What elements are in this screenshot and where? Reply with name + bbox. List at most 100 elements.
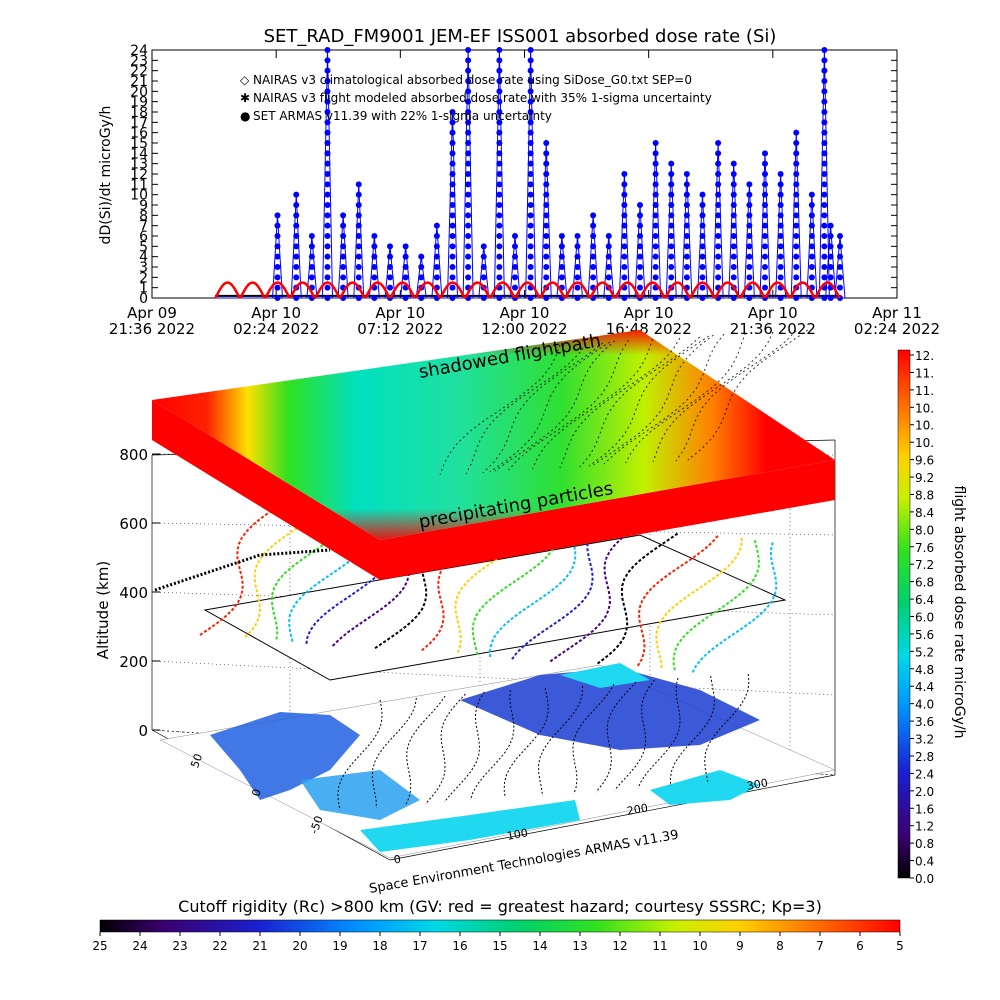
layer-track xyxy=(508,339,629,471)
dose-colorbar-tick-label: 3.2 xyxy=(915,733,934,747)
world-map xyxy=(159,663,836,859)
z-tick-label: 800 xyxy=(119,446,148,464)
armas-point xyxy=(590,264,597,270)
series-climatological-hump xyxy=(639,281,666,299)
armas-point xyxy=(527,150,534,157)
rigidity-colorbar-tick-label: 20 xyxy=(292,939,307,953)
armas-point xyxy=(621,274,628,281)
rigidity-colorbar-tick-label: 11 xyxy=(652,939,667,953)
y-tick-label: 6 xyxy=(139,229,148,245)
y-axis-label: dD(Si)/dt microGy/h xyxy=(98,106,114,245)
armas-point xyxy=(496,67,503,74)
y-tick-label: 10 xyxy=(130,188,148,204)
series-climatological-hump xyxy=(464,281,491,299)
latitude-ticks: -50 0 50 xyxy=(188,752,326,835)
armas-point xyxy=(543,295,550,301)
armas-point xyxy=(746,264,753,270)
dose-colorbar-tick-label: 0.8 xyxy=(915,837,934,851)
armas-point xyxy=(637,274,643,281)
landmass-north xyxy=(560,663,650,688)
armas-point xyxy=(449,140,456,146)
front-bottom-edge xyxy=(389,774,836,861)
armas-point xyxy=(793,129,800,136)
y-tick-label: 17 xyxy=(130,115,148,131)
armas-point xyxy=(777,243,784,250)
x-tick-label-date: Apr 10 xyxy=(500,304,550,322)
armas-point xyxy=(637,264,643,270)
armas-point xyxy=(821,78,828,84)
landmass-americas xyxy=(210,712,360,800)
y-tick-label: 22 xyxy=(130,64,148,80)
rigidity-colorbar-gradient xyxy=(99,919,901,933)
armas-point xyxy=(449,233,456,239)
armas-point xyxy=(715,212,722,219)
layer-track xyxy=(559,337,681,469)
armas-point xyxy=(605,274,612,281)
armas-point xyxy=(746,202,753,208)
y-tick-label: 24 xyxy=(130,43,148,59)
armas-point xyxy=(683,243,690,250)
armas-point xyxy=(496,253,503,260)
armas-point xyxy=(274,243,281,250)
armas-point xyxy=(527,253,534,260)
armas-point xyxy=(324,98,331,105)
rigidity-colorbar-tick-label: 9 xyxy=(736,939,744,953)
armas-point xyxy=(324,191,331,198)
dose-colorbar-tick-label: 10. xyxy=(915,401,934,415)
top-plot: 0123456789101112131415161718192021222324… xyxy=(98,43,940,338)
armas-point xyxy=(402,243,409,250)
armas-point xyxy=(387,264,393,270)
armas-point xyxy=(730,274,737,281)
armas-point xyxy=(274,295,281,301)
dose-colorbar-tick-label: 4.4 xyxy=(915,680,934,694)
series-climatological-hump xyxy=(414,281,441,299)
armas-point xyxy=(496,191,503,198)
armas-point xyxy=(793,253,800,260)
armas-point xyxy=(496,109,503,115)
dose-colorbar-tick-label: 2.0 xyxy=(915,785,934,799)
armas-point xyxy=(621,243,628,250)
armas-point xyxy=(449,129,456,136)
map-track xyxy=(595,681,637,793)
armas-point xyxy=(371,274,378,281)
series-climatological-hump xyxy=(289,281,316,299)
armas-point xyxy=(527,67,534,74)
armas-point xyxy=(762,212,768,219)
armas-point xyxy=(324,140,331,146)
flight-track xyxy=(655,537,743,669)
armas-point xyxy=(699,233,706,239)
longitude-tick-label: 300 xyxy=(746,776,769,792)
armas-point xyxy=(324,212,331,219)
3d-scene: 0 200 400 600 800 Altitude (km) -50 0 50 0 100 2… xyxy=(94,329,836,897)
armas-point xyxy=(512,253,518,260)
landmass-south xyxy=(300,770,420,820)
armas-point xyxy=(527,140,534,146)
armas-point xyxy=(465,212,472,219)
dose-colorbar-tick-label: 8.8 xyxy=(915,488,934,502)
map-track xyxy=(572,683,615,795)
armas-point xyxy=(387,284,393,291)
dose-colorbar-tick-label: 1.6 xyxy=(915,802,934,816)
armas-point xyxy=(324,160,331,167)
armas-point xyxy=(402,253,409,260)
y-tick-label: 2 xyxy=(139,270,148,286)
chart-title: SET_RAD_FM9001 JEM-EF ISS001 absorbed do… xyxy=(264,26,777,47)
map-track xyxy=(404,695,446,807)
armas-point xyxy=(293,253,300,260)
armas-point xyxy=(762,253,768,260)
armas-point xyxy=(821,295,828,301)
armas-point xyxy=(762,264,768,270)
armas-point xyxy=(821,57,828,64)
armas-point xyxy=(465,119,472,126)
armas-point xyxy=(762,233,768,239)
armas-point xyxy=(355,222,362,229)
armas-point xyxy=(465,181,472,188)
armas-point xyxy=(668,212,675,219)
armas-point xyxy=(621,191,628,198)
series-climatological-hump xyxy=(514,281,541,299)
armas-point xyxy=(777,233,784,239)
armas-point xyxy=(699,264,706,270)
armas-point xyxy=(652,222,659,229)
armas-point xyxy=(293,222,300,229)
armas-point xyxy=(387,253,393,260)
